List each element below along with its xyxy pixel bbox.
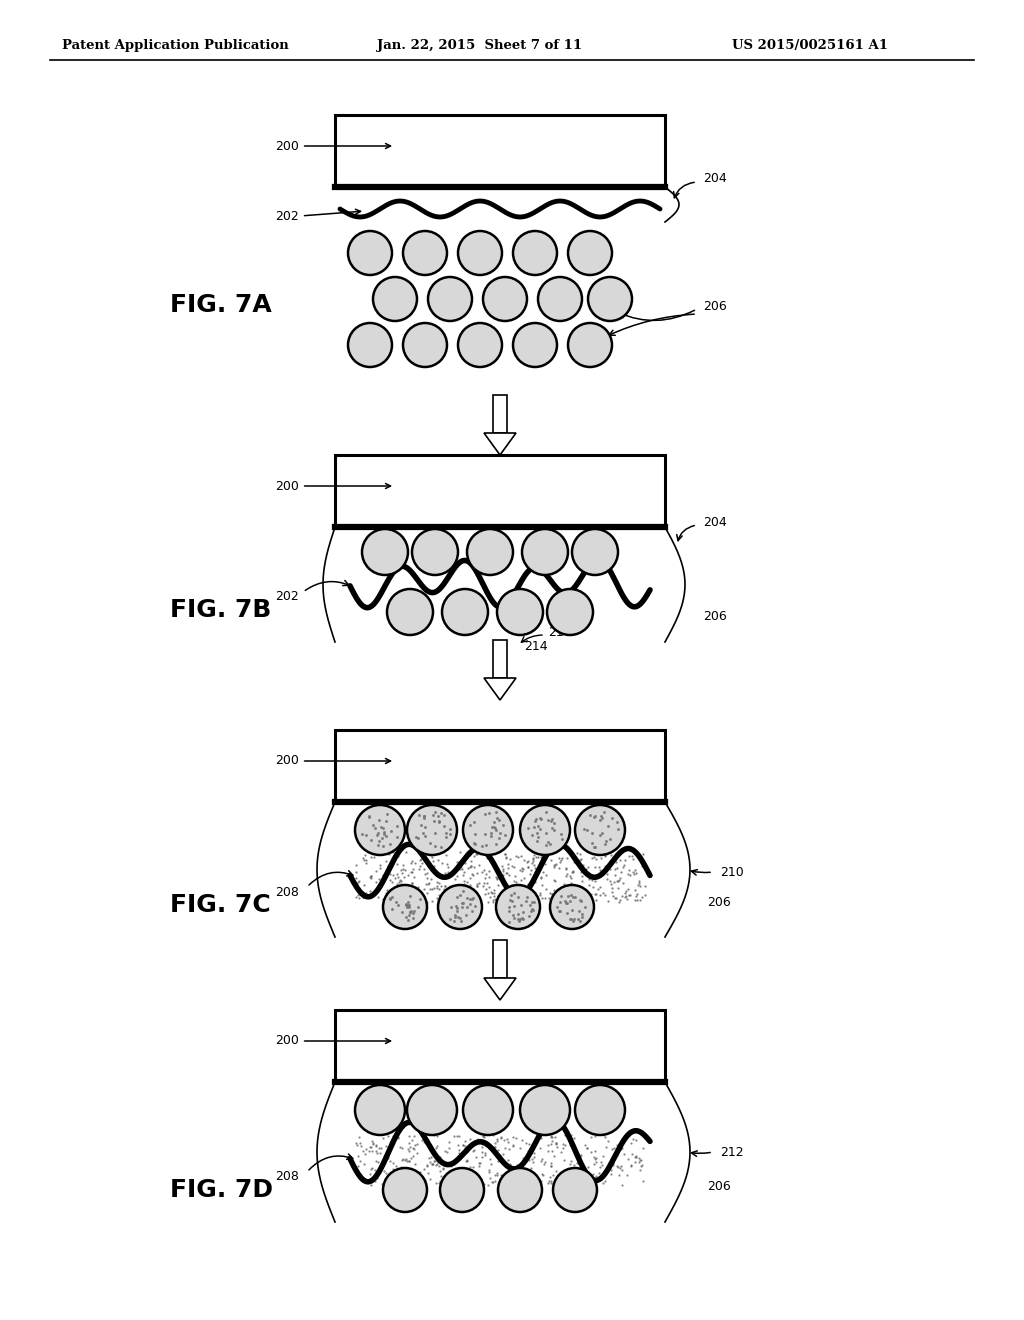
Circle shape xyxy=(547,589,593,635)
Circle shape xyxy=(348,323,392,367)
Circle shape xyxy=(403,323,447,367)
Text: Jan. 22, 2015  Sheet 7 of 11: Jan. 22, 2015 Sheet 7 of 11 xyxy=(378,38,583,51)
Circle shape xyxy=(520,1085,570,1135)
Text: 202: 202 xyxy=(275,590,299,603)
Polygon shape xyxy=(484,978,516,1001)
Circle shape xyxy=(442,589,488,635)
Text: FIG. 7A: FIG. 7A xyxy=(170,293,271,317)
Text: 214: 214 xyxy=(524,639,548,652)
Circle shape xyxy=(458,323,502,367)
Circle shape xyxy=(362,529,408,576)
Text: 200: 200 xyxy=(275,479,390,492)
Bar xyxy=(493,640,507,678)
Circle shape xyxy=(568,231,612,275)
Text: 204: 204 xyxy=(703,516,727,528)
Text: 204: 204 xyxy=(703,173,727,186)
Circle shape xyxy=(575,1085,625,1135)
Bar xyxy=(335,730,665,803)
Circle shape xyxy=(497,589,543,635)
Polygon shape xyxy=(484,433,516,455)
Circle shape xyxy=(483,277,527,321)
Circle shape xyxy=(463,805,513,855)
Circle shape xyxy=(355,1085,406,1135)
Circle shape xyxy=(383,884,427,929)
Circle shape xyxy=(463,1085,513,1135)
Text: 206: 206 xyxy=(703,301,727,314)
Text: 208: 208 xyxy=(275,886,299,899)
Circle shape xyxy=(467,529,513,576)
Circle shape xyxy=(513,323,557,367)
Text: 212: 212 xyxy=(720,1146,743,1159)
Circle shape xyxy=(387,589,433,635)
Circle shape xyxy=(498,1168,542,1212)
Circle shape xyxy=(373,277,417,321)
Circle shape xyxy=(553,1168,597,1212)
Text: FIG. 7D: FIG. 7D xyxy=(170,1177,273,1203)
Circle shape xyxy=(538,277,582,321)
Text: 202: 202 xyxy=(275,210,360,223)
Circle shape xyxy=(412,529,458,576)
Circle shape xyxy=(588,277,632,321)
Circle shape xyxy=(522,529,568,576)
Circle shape xyxy=(407,805,457,855)
Circle shape xyxy=(550,884,594,929)
Polygon shape xyxy=(484,678,516,700)
Text: 210: 210 xyxy=(720,866,743,879)
Text: 208: 208 xyxy=(275,1171,299,1184)
Circle shape xyxy=(348,231,392,275)
Text: 206: 206 xyxy=(703,610,727,623)
Circle shape xyxy=(440,1168,484,1212)
Text: 206: 206 xyxy=(707,895,731,908)
Circle shape xyxy=(403,231,447,275)
Circle shape xyxy=(383,1168,427,1212)
Text: 200: 200 xyxy=(275,140,390,153)
Circle shape xyxy=(458,231,502,275)
Text: Patent Application Publication: Patent Application Publication xyxy=(61,38,289,51)
Text: US 2015/0025161 A1: US 2015/0025161 A1 xyxy=(732,38,888,51)
Circle shape xyxy=(575,805,625,855)
Bar xyxy=(335,115,665,187)
Circle shape xyxy=(572,529,618,576)
Circle shape xyxy=(520,805,570,855)
Circle shape xyxy=(513,231,557,275)
Bar xyxy=(335,1010,665,1082)
Bar xyxy=(335,455,665,527)
Circle shape xyxy=(428,277,472,321)
Text: 200: 200 xyxy=(275,1035,390,1048)
Text: 206: 206 xyxy=(707,1180,731,1193)
Circle shape xyxy=(355,805,406,855)
Circle shape xyxy=(407,1085,457,1135)
Text: 200: 200 xyxy=(275,755,390,767)
Circle shape xyxy=(438,884,482,929)
Circle shape xyxy=(496,884,540,929)
Text: FIG. 7B: FIG. 7B xyxy=(170,598,271,622)
Text: 214: 214 xyxy=(548,626,571,639)
Bar xyxy=(493,940,507,978)
Circle shape xyxy=(568,323,612,367)
Bar xyxy=(493,395,507,433)
Text: FIG. 7C: FIG. 7C xyxy=(170,894,270,917)
